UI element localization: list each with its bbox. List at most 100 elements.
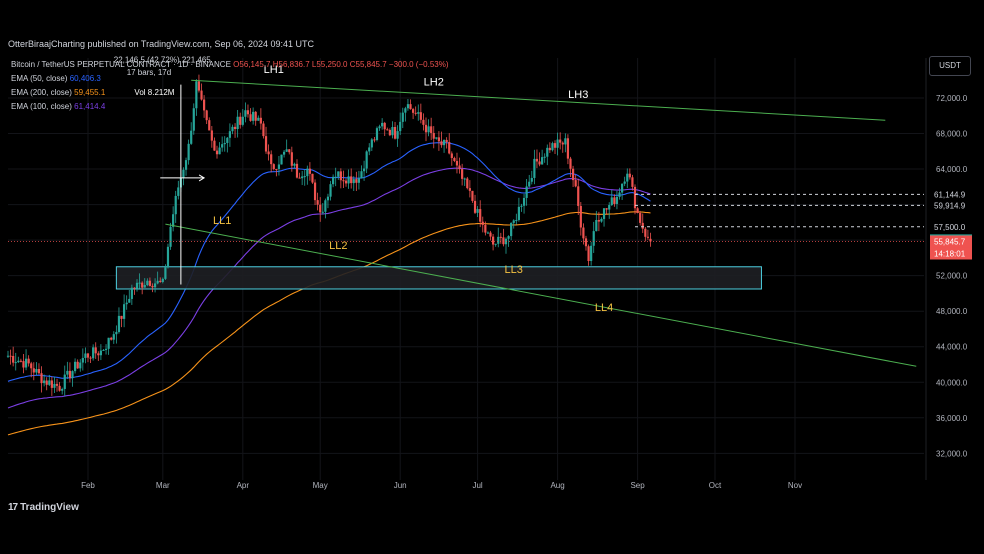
candle-body <box>608 205 611 210</box>
candle-body <box>97 353 100 356</box>
support-zone[interactable] <box>115 266 762 290</box>
candle-body <box>396 131 399 139</box>
candle-body <box>641 222 644 229</box>
y-tick-label: 68,000.0 <box>936 130 968 139</box>
candle-body <box>473 200 477 213</box>
candle-body <box>530 177 533 182</box>
candle-body <box>161 278 164 282</box>
tradingview-logo[interactable]: 17 TradingView <box>8 502 79 513</box>
candle-body <box>92 347 95 359</box>
candle-body <box>528 181 531 187</box>
candle-body <box>559 139 562 143</box>
countdown-box <box>930 247 972 260</box>
candle-body <box>68 370 72 379</box>
candle-body <box>551 143 554 151</box>
candle-body <box>123 304 126 319</box>
candle-body <box>128 298 131 303</box>
candle-body <box>130 287 133 299</box>
candle-body <box>55 383 59 386</box>
legend-ema100[interactable]: EMA (100, close) 61,414.4 <box>11 100 449 114</box>
x-tick-label: Aug <box>550 481 564 490</box>
candle-body <box>35 369 38 373</box>
candle-body <box>76 361 79 369</box>
swing-label-ll3: LL3 <box>505 264 523 276</box>
candle-body <box>319 204 322 213</box>
measure-label-bars: 17 bars, 17d <box>127 68 171 77</box>
candle-body <box>53 383 56 388</box>
candle-body <box>633 186 637 209</box>
price-label-text: 61,144.9 <box>934 190 966 199</box>
candle-body <box>30 363 33 369</box>
trendline-lower[interactable] <box>165 223 917 367</box>
candle-body <box>370 139 373 148</box>
y-tick-label: 40,000.0 <box>936 378 968 387</box>
candle-body <box>71 371 74 379</box>
candle-body <box>210 130 213 141</box>
candle-body <box>50 380 53 388</box>
candle-body <box>270 154 273 165</box>
candle-body <box>373 139 376 141</box>
candle-body <box>504 238 508 245</box>
candle-body <box>14 362 17 364</box>
candle-body <box>43 380 46 384</box>
countdown-text: 14:18:01 <box>934 249 966 258</box>
candle-body <box>553 143 557 148</box>
candle-body <box>326 196 330 201</box>
candle-body <box>324 200 327 212</box>
candle-body <box>430 126 433 133</box>
candle-body <box>461 169 464 179</box>
y-tick-label: 52,000.0 <box>936 272 968 281</box>
candle-body <box>468 188 471 191</box>
candle-body <box>9 355 12 357</box>
y-tick-label: 72,000.0 <box>936 94 968 103</box>
candle-body <box>275 169 278 171</box>
candle-body <box>628 173 631 178</box>
trendline-upper[interactable] <box>191 79 886 121</box>
candle-body <box>329 184 332 197</box>
ohlc-low: L55,250.0 <box>311 60 348 69</box>
candle-body <box>104 348 108 350</box>
candle-body <box>448 142 451 154</box>
ema-100-line <box>7 167 651 409</box>
candle-body <box>344 180 348 184</box>
candle-body <box>476 209 479 213</box>
candle-body <box>148 280 152 286</box>
candle-body <box>334 176 337 178</box>
candle-body <box>182 169 185 178</box>
currency-button[interactable]: USDT <box>929 56 971 76</box>
candle-body <box>355 179 358 183</box>
candle-body <box>177 187 180 196</box>
candle-body <box>432 132 435 139</box>
candle-body <box>195 81 198 109</box>
candle-body <box>282 151 286 155</box>
candle-body <box>515 219 518 221</box>
candle-body <box>48 380 51 385</box>
candle-body <box>615 196 619 204</box>
x-tick-label: Apr <box>237 481 250 490</box>
candle-body <box>22 361 25 368</box>
candle-body <box>422 119 425 125</box>
candle-body <box>491 236 495 245</box>
price-chart[interactable]: 22,146.5 (42.72%) 221,465 17 bars, 17d Vol… <box>0 52 984 492</box>
candle-body <box>414 112 417 114</box>
candle-body <box>455 160 459 166</box>
candle-body <box>600 218 603 222</box>
swing-label-ll1: LL1 <box>213 215 231 227</box>
candle-body <box>517 206 520 220</box>
candle-body <box>313 182 317 201</box>
price-label-text: 55,845.7 <box>934 237 966 246</box>
candle-body <box>107 337 110 349</box>
candle-body <box>445 139 448 143</box>
candle-body <box>45 380 48 385</box>
candle-body <box>386 129 389 131</box>
candle-body <box>233 126 237 130</box>
legend-ema200[interactable]: EMA (200, close) 59,455.1 <box>11 86 449 100</box>
candle-body <box>453 157 456 161</box>
candle-body <box>120 315 123 319</box>
legend-ema50[interactable]: EMA (50, close) 60,406.3 <box>11 72 449 86</box>
candle-body <box>17 360 20 363</box>
candle-body <box>58 385 61 391</box>
candle-body <box>535 158 539 162</box>
legend-ema50-label: EMA (50, close) <box>11 74 68 83</box>
candle-body <box>241 116 244 125</box>
